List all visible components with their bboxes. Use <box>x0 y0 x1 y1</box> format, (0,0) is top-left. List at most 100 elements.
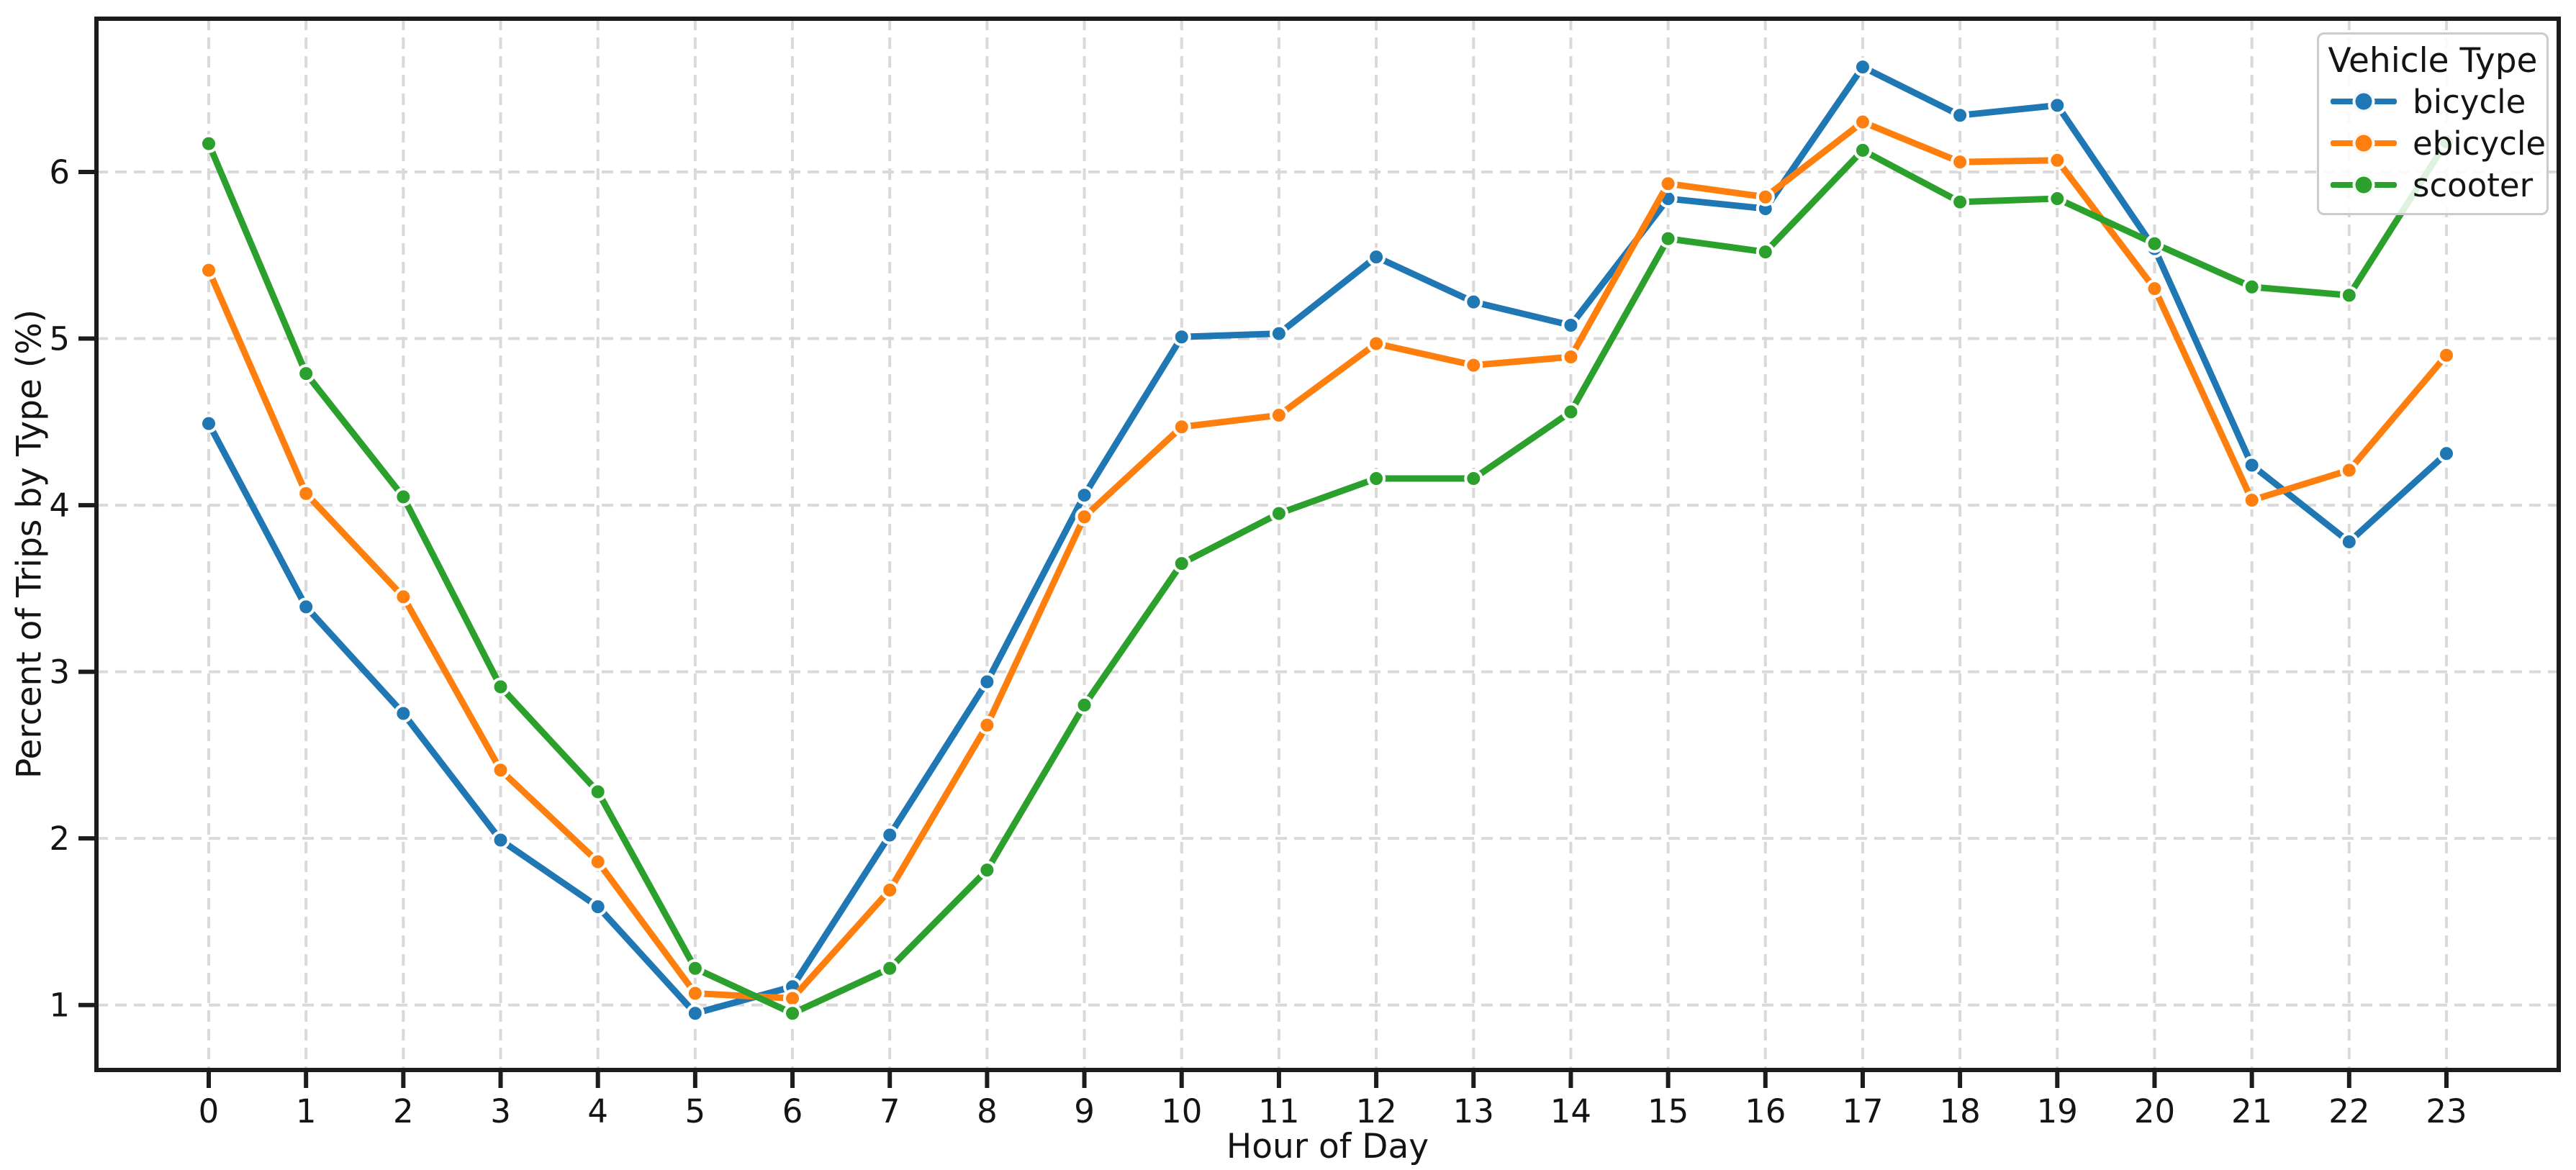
y-tick-label: 1 <box>49 987 70 1025</box>
axes-spines <box>94 17 2561 1072</box>
data-point-ebicycle-h18 <box>1951 153 1970 172</box>
x-tick-label: 0 <box>199 1092 220 1130</box>
data-point-ebicycle-h7 <box>880 880 900 899</box>
data-point-ebicycle-h15 <box>1658 174 1678 194</box>
x-tick-label: 1 <box>296 1092 317 1130</box>
x-tick-label: 17 <box>1842 1092 1883 1130</box>
x-tick-label: 20 <box>2134 1092 2175 1130</box>
data-point-scooter-h0 <box>199 134 218 153</box>
data-point-bicycle-h8 <box>977 672 997 691</box>
data-point-scooter-h17 <box>1853 140 1872 160</box>
data-point-bicycle-h14 <box>1561 316 1581 335</box>
series-line-bicycle <box>205 63 2450 1017</box>
data-point-ebicycle-h22 <box>2339 461 2359 480</box>
x-tick-label: 13 <box>1453 1092 1494 1130</box>
x-tick-label: 8 <box>977 1092 998 1130</box>
x-tick-label: 3 <box>490 1092 511 1130</box>
data-point-scooter-h1 <box>297 364 316 384</box>
x-tick-label: 16 <box>1745 1092 1786 1130</box>
data-point-ebicycle-h20 <box>2145 279 2164 299</box>
data-point-bicycle-h13 <box>1464 292 1483 312</box>
data-point-ebicycle-h2 <box>394 587 413 607</box>
series-line-scooter <box>205 138 2450 1017</box>
data-point-bicycle-h12 <box>1367 248 1386 267</box>
data-point-scooter-h13 <box>1464 469 1483 489</box>
data-point-scooter-h6 <box>783 1004 803 1023</box>
legend-label-ebicycle: ebicycle <box>2413 124 2546 163</box>
data-point-bicycle-h5 <box>685 1004 705 1023</box>
x-tick-label: 23 <box>2426 1092 2467 1130</box>
data-point-scooter-h7 <box>880 958 900 978</box>
data-point-ebicycle-h12 <box>1367 334 1386 353</box>
data-point-bicycle-h7 <box>880 825 900 845</box>
x-tick-label: 7 <box>880 1092 900 1130</box>
legend-marker-bicycle <box>2352 90 2375 113</box>
data-point-ebicycle-h16 <box>1755 187 1775 207</box>
legend-line-sample-scooter <box>2331 173 2397 196</box>
data-point-ebicycle-h19 <box>2048 150 2067 170</box>
data-point-bicycle-h18 <box>1951 106 1970 125</box>
data-point-bicycle-h3 <box>491 830 510 850</box>
y-tick-label: 6 <box>49 153 70 191</box>
x-tick-label: 5 <box>685 1092 706 1130</box>
x-tick-label: 11 <box>1258 1092 1299 1130</box>
legend-title: Vehicle Type <box>2328 41 2538 81</box>
x-tick-label: 21 <box>2231 1092 2272 1130</box>
y-axis-label: Percent of Trips by Type (%) <box>9 309 50 779</box>
data-point-scooter-h3 <box>491 677 510 697</box>
legend-items: bicycle ebicycle scooter <box>2319 81 2546 206</box>
data-point-ebicycle-h5 <box>685 984 705 1003</box>
data-point-bicycle-h23 <box>2437 444 2456 463</box>
data-point-scooter-h10 <box>1172 554 1191 573</box>
data-point-scooter-h16 <box>1755 242 1775 262</box>
legend-item-ebicycle: ebicycle <box>2319 122 2546 164</box>
data-point-bicycle-h0 <box>199 414 218 433</box>
data-point-bicycle-h11 <box>1269 324 1288 343</box>
data-point-scooter-h5 <box>685 958 705 978</box>
data-point-bicycle-h1 <box>297 597 316 617</box>
legend-label-bicycle: bicycle <box>2413 82 2526 121</box>
series-line-ebicycle <box>205 118 2450 1002</box>
data-point-ebicycle-h17 <box>1853 112 1872 132</box>
y-tick-label: 4 <box>49 486 70 525</box>
x-tick-label: 19 <box>2037 1092 2078 1130</box>
data-point-scooter-h11 <box>1269 504 1288 523</box>
data-point-ebicycle-h0 <box>199 260 218 280</box>
y-tick-label: 3 <box>49 653 70 691</box>
y-tick-label: 2 <box>49 820 70 858</box>
legend-label-scooter: scooter <box>2413 165 2534 204</box>
x-tick-label: 10 <box>1161 1092 1202 1130</box>
data-point-scooter-h18 <box>1951 192 1970 212</box>
data-point-scooter-h15 <box>1658 229 1678 248</box>
data-point-scooter-h19 <box>2048 189 2067 209</box>
x-tick-label: 9 <box>1074 1092 1095 1130</box>
legend-marker-ebicycle <box>2352 132 2375 155</box>
data-point-ebicycle-h21 <box>2242 491 2261 510</box>
data-point-scooter-h22 <box>2339 286 2359 305</box>
data-point-scooter-h8 <box>977 861 997 880</box>
legend-marker-scooter <box>2352 173 2375 196</box>
data-point-bicycle-h4 <box>588 897 607 917</box>
legend-item-bicycle: bicycle <box>2319 81 2546 122</box>
data-point-ebicycle-h9 <box>1075 507 1094 527</box>
data-point-ebicycle-h6 <box>783 989 803 1008</box>
y-tick-label: 5 <box>49 320 70 358</box>
x-tick-label: 22 <box>2328 1092 2369 1130</box>
x-tick-label: 12 <box>1355 1092 1396 1130</box>
x-tick-label: 4 <box>587 1092 608 1130</box>
data-point-scooter-h2 <box>394 487 413 507</box>
data-point-ebicycle-h13 <box>1464 355 1483 375</box>
x-tick-label: 14 <box>1550 1092 1591 1130</box>
data-point-bicycle-h10 <box>1172 327 1191 347</box>
data-point-bicycle-h9 <box>1075 486 1094 505</box>
x-axis-label: Hour of Day <box>1226 1127 1429 1166</box>
data-point-scooter-h4 <box>588 782 607 802</box>
legend-line-sample-ebicycle <box>2331 132 2397 155</box>
data-point-bicycle-h2 <box>394 704 413 723</box>
legend-line-sample-bicycle <box>2331 90 2397 113</box>
legend: Vehicle Type bicycle ebicycle scooter <box>2317 32 2549 215</box>
data-point-ebicycle-h4 <box>588 852 607 871</box>
data-point-ebicycle-h8 <box>977 715 997 735</box>
data-point-ebicycle-h3 <box>491 761 510 780</box>
